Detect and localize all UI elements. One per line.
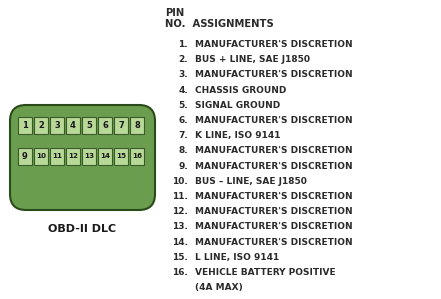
FancyBboxPatch shape (34, 148, 48, 165)
Text: 12.: 12. (172, 207, 188, 216)
Text: 2: 2 (38, 121, 44, 130)
Text: 1.: 1. (178, 40, 188, 49)
Text: BUS – LINE, SAE J1850: BUS – LINE, SAE J1850 (195, 177, 307, 186)
Text: 1: 1 (22, 121, 28, 130)
Text: 13: 13 (84, 153, 94, 159)
FancyBboxPatch shape (98, 148, 112, 165)
Text: MANUFACTURER'S DISCRETION: MANUFACTURER'S DISCRETION (195, 147, 353, 155)
FancyBboxPatch shape (98, 117, 112, 134)
Text: PIN: PIN (165, 8, 184, 18)
Text: 14.: 14. (172, 238, 188, 247)
Text: OBD-II DLC: OBD-II DLC (49, 224, 116, 234)
FancyBboxPatch shape (82, 148, 96, 165)
Text: 13.: 13. (172, 222, 188, 231)
Text: MANUFACTURER'S DISCRETION: MANUFACTURER'S DISCRETION (195, 161, 353, 171)
Text: MANUFACTURER'S DISCRETION: MANUFACTURER'S DISCRETION (195, 40, 353, 49)
Text: MANUFACTURER'S DISCRETION: MANUFACTURER'S DISCRETION (195, 70, 353, 80)
FancyBboxPatch shape (130, 117, 144, 134)
Text: 10: 10 (36, 153, 46, 159)
FancyBboxPatch shape (10, 105, 155, 210)
Text: 10.: 10. (172, 177, 188, 186)
FancyBboxPatch shape (66, 117, 80, 134)
FancyBboxPatch shape (50, 148, 64, 165)
Text: 9.: 9. (178, 161, 188, 171)
Text: MANUFACTURER'S DISCRETION: MANUFACTURER'S DISCRETION (195, 192, 353, 201)
Text: 2.: 2. (178, 55, 188, 64)
Text: VEHICLE BATTERY POSITIVE: VEHICLE BATTERY POSITIVE (195, 268, 336, 277)
Text: K LINE, ISO 9141: K LINE, ISO 9141 (195, 131, 280, 140)
Text: 4: 4 (70, 121, 76, 130)
FancyBboxPatch shape (34, 117, 48, 134)
Text: 11: 11 (52, 153, 62, 159)
Text: MANUFACTURER'S DISCRETION: MANUFACTURER'S DISCRETION (195, 238, 353, 247)
Text: MANUFACTURER'S DISCRETION: MANUFACTURER'S DISCRETION (195, 207, 353, 216)
FancyBboxPatch shape (66, 148, 80, 165)
Text: 15: 15 (116, 153, 126, 159)
Text: 5.: 5. (178, 101, 188, 110)
Text: (4A MAX): (4A MAX) (195, 283, 243, 292)
Text: 5: 5 (86, 121, 92, 130)
FancyBboxPatch shape (114, 148, 128, 165)
Text: CHASSIS GROUND: CHASSIS GROUND (195, 86, 286, 94)
Text: 16.: 16. (172, 268, 188, 277)
Text: 14: 14 (100, 153, 110, 159)
Text: 8.: 8. (178, 147, 188, 155)
Text: 8: 8 (134, 121, 140, 130)
FancyBboxPatch shape (18, 117, 32, 134)
Text: 16: 16 (132, 153, 142, 159)
Text: 7: 7 (118, 121, 124, 130)
Text: 6: 6 (102, 121, 108, 130)
Text: 4.: 4. (178, 86, 188, 94)
Text: SIGNAL GROUND: SIGNAL GROUND (195, 101, 280, 110)
Text: 3.: 3. (178, 70, 188, 80)
Text: 9: 9 (22, 152, 28, 161)
Text: 6.: 6. (178, 116, 188, 125)
Text: L LINE, ISO 9141: L LINE, ISO 9141 (195, 253, 279, 262)
FancyBboxPatch shape (114, 117, 128, 134)
Text: MANUFACTURER'S DISCRETION: MANUFACTURER'S DISCRETION (195, 222, 353, 231)
FancyBboxPatch shape (50, 117, 64, 134)
FancyBboxPatch shape (82, 117, 96, 134)
Text: 11.: 11. (172, 192, 188, 201)
Text: MANUFACTURER'S DISCRETION: MANUFACTURER'S DISCRETION (195, 116, 353, 125)
FancyBboxPatch shape (130, 148, 144, 165)
FancyBboxPatch shape (18, 148, 32, 165)
Text: 15.: 15. (172, 253, 188, 262)
Text: 3: 3 (54, 121, 60, 130)
Text: 12: 12 (68, 153, 78, 159)
Text: 7.: 7. (178, 131, 188, 140)
Text: BUS + LINE, SAE J1850: BUS + LINE, SAE J1850 (195, 55, 310, 64)
Text: NO.  ASSIGNMENTS: NO. ASSIGNMENTS (165, 19, 274, 29)
